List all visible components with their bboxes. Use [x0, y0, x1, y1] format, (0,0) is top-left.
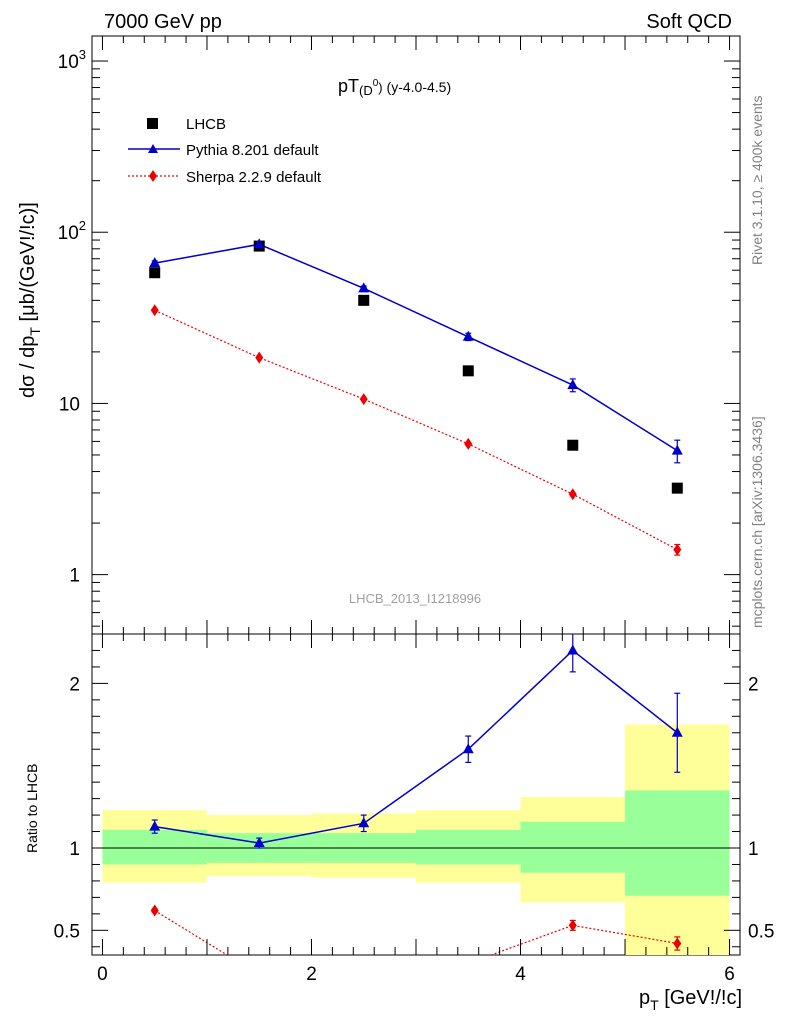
ratio-point-pythia [358, 817, 370, 828]
title-sup: 0 [373, 78, 379, 89]
data-point-sherpa [464, 437, 473, 450]
y-axis-label-sub: T [27, 327, 43, 336]
y-tick-label: 1 [69, 566, 80, 587]
x-axis-label: pT [GeV!/!c] [639, 987, 742, 1013]
y-axis-label-a: dσ / dp [17, 336, 39, 398]
ratio-pythia-line [154, 649, 678, 844]
ratio-y-tick-label-right: 2 [748, 674, 759, 695]
data-point-sherpa [568, 488, 577, 501]
chart-title: pT(D0) (y-4.0-4.5) [338, 76, 451, 98]
legend-marker-sherpa [149, 170, 157, 182]
y-tick-label: 103 [58, 47, 86, 73]
y-tick-label-base: 10 [58, 52, 79, 73]
ratio-point-pythia [567, 644, 579, 655]
data-point-pythia [149, 257, 161, 268]
side-label-mcplots: mcplots.cern.ch [arXiv:1306.3436] [749, 416, 765, 628]
data-point-lhcb [671, 482, 683, 494]
data-point-pythia [462, 330, 474, 341]
ratio-y-tick-label: 1 [69, 839, 80, 860]
ratio-y-axis-label: Ratio to LHCB [24, 764, 40, 853]
data-point-lhcb [149, 267, 161, 279]
watermark: LHCB_2013_I1218996 [349, 591, 481, 606]
pythia-series-line [154, 243, 678, 452]
ratio-band-inner [102, 829, 207, 865]
ratio-y-tick-label-right: 1 [748, 839, 759, 860]
data-point-pythia [253, 238, 265, 249]
title-main: pT [338, 76, 359, 96]
header-right: Soft QCD [646, 11, 732, 33]
ratio-point-pythia [253, 837, 265, 848]
side-label-rivet: Rivet 3.1.10, ≥ 400k events [749, 95, 765, 265]
ratio-point-pythia [462, 743, 474, 754]
ratio-series-group [149, 634, 683, 955]
legend: LHCB Pythia 8.201 default Sherpa 2.2.9 d… [128, 116, 322, 186]
title-suffix: (y-4.0-4.5) [383, 79, 451, 95]
ratio-y-tick-label: 0.5 [54, 921, 80, 942]
ratio-band-inner [625, 790, 730, 896]
header-left: 7000 GeV pp [104, 11, 222, 33]
y-tick-label-base: 1 [69, 566, 80, 587]
data-point-lhcb [358, 294, 370, 306]
y-tick-label-exponent: 3 [79, 47, 86, 62]
legend-label-pythia: Pythia 8.201 default [186, 142, 319, 159]
ratio-y-tick-label: 2 [69, 674, 80, 695]
data-point-sherpa [673, 543, 682, 556]
ratio-sherpa-line [154, 910, 678, 955]
ratio-point-pythia [149, 820, 161, 831]
legend-label-lhcb: LHCB [186, 116, 226, 133]
data-point-sherpa [359, 393, 368, 406]
x-tick-label: 0 [97, 964, 108, 985]
x-axis-label-sub: T [650, 997, 659, 1013]
data-point-lhcb [567, 439, 579, 451]
y-tick-label-base: 10 [58, 223, 79, 244]
data-point-lhcb [462, 365, 474, 377]
ratio-point-sherpa [150, 904, 159, 917]
x-tick-label: 6 [724, 964, 735, 985]
title-sub: (D [359, 83, 373, 98]
x-axis-label-a: p [639, 987, 650, 1009]
ratio-point-sherpa [568, 919, 577, 932]
y-axis-label-b: [μb/(GeV!/!c)] [17, 202, 39, 327]
data-point-pythia [567, 379, 579, 390]
data-point-sherpa [255, 351, 264, 364]
y-tick-label-exponent: 2 [79, 218, 86, 233]
legend-marker-lhcb [147, 118, 158, 129]
ratio-point-pythia [671, 726, 683, 737]
x-tick-label: 4 [515, 964, 526, 985]
y-tick-label: 10 [59, 394, 80, 415]
ratio-point-sherpa [673, 937, 682, 950]
ratio-y-tick-label-right: 0.5 [748, 921, 774, 942]
ratio-band-inner [416, 829, 521, 865]
legend-marker-pythia [148, 144, 158, 153]
data-point-pythia [671, 444, 683, 455]
data-point-sherpa [150, 304, 159, 317]
legend-label-sherpa: Sherpa 2.2.9 default [186, 169, 322, 186]
x-tick-label: 2 [306, 964, 317, 985]
y-tick-label-base: 10 [59, 394, 80, 415]
y-tick-label: 102 [58, 218, 86, 244]
ratio-band-inner [520, 821, 626, 873]
sherpa-series-line [154, 309, 678, 551]
x-axis-label-b: [GeV!/!c] [659, 987, 742, 1009]
title-close: ) [378, 80, 382, 95]
y-axis-label: dσ / dpT [μb/(GeV!/!c)] [17, 202, 43, 398]
data-point-pythia [358, 282, 370, 293]
